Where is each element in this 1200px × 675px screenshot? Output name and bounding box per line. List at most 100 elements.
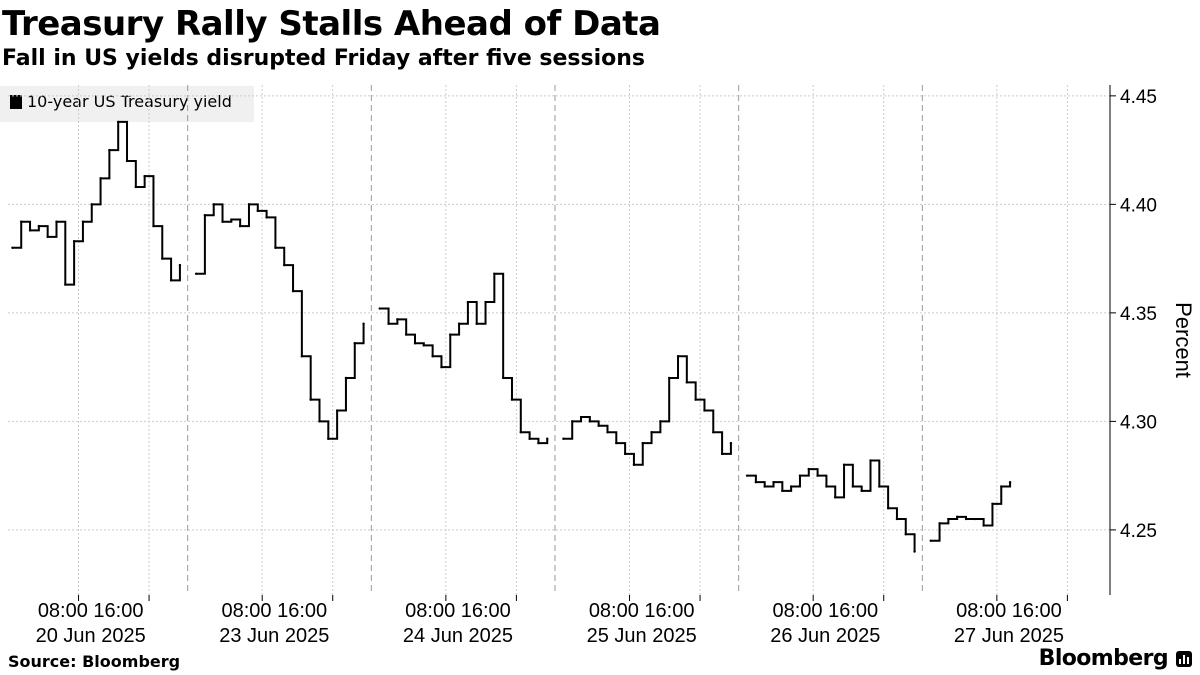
- chart-title: Treasury Rally Stalls Ahead of Data: [2, 4, 661, 44]
- data-point: [720, 452, 724, 456]
- data-point: [798, 474, 802, 477]
- data-point: [353, 342, 356, 345]
- legend: [0, 86, 254, 122]
- series-line-session: [930, 482, 1012, 542]
- data-point: [194, 272, 198, 276]
- x-date-tick-label: 27 Jun 2025: [954, 625, 1064, 647]
- data-point: [221, 220, 224, 223]
- data-point: [161, 257, 164, 260]
- data-point: [546, 437, 549, 440]
- x-date-tick-label: 20 Jun 2025: [36, 625, 146, 647]
- data-point: [537, 441, 540, 445]
- bloomberg-logo: Bloomberg: [1038, 646, 1169, 671]
- data-point: [256, 209, 259, 213]
- data-point: [327, 437, 330, 440]
- data-point: [763, 485, 766, 488]
- data-point: [842, 463, 846, 466]
- data-point: [318, 420, 321, 423]
- data-point: [982, 524, 985, 527]
- data-point: [606, 431, 609, 434]
- data-point: [178, 263, 182, 267]
- data-point: [493, 272, 496, 276]
- data-point: [588, 420, 592, 423]
- data-point: [834, 496, 837, 499]
- source-note: Source: Bloomberg: [8, 652, 181, 671]
- data-point: [457, 322, 461, 325]
- data-point: [964, 517, 968, 521]
- y-tick-label: 4.25: [1120, 521, 1157, 542]
- data-point: [143, 174, 146, 178]
- data-point: [878, 485, 881, 488]
- y-tick-label: 4.30: [1120, 412, 1157, 433]
- data-point: [913, 550, 916, 553]
- data-point: [90, 203, 93, 206]
- data-point: [938, 522, 941, 525]
- data-point: [212, 203, 215, 206]
- data-point: [703, 409, 706, 412]
- data-point: [484, 300, 487, 304]
- x-time-tick-label: 08:00 16:00: [221, 600, 327, 622]
- data-point: [300, 355, 304, 358]
- data-point: [973, 517, 977, 521]
- data-point: [816, 474, 819, 477]
- data-point: [309, 398, 312, 401]
- data-point: [108, 148, 111, 152]
- data-point: [125, 159, 129, 163]
- data-point: [668, 376, 671, 380]
- data-point: [230, 218, 233, 221]
- data-point: [344, 376, 348, 380]
- data-point: [117, 120, 120, 124]
- data-point: [37, 224, 41, 228]
- data-point: [659, 420, 662, 423]
- bloomberg-bar-chart-icon: [1176, 651, 1192, 667]
- data-point: [519, 431, 522, 434]
- data-point: [475, 322, 478, 325]
- data-point: [11, 246, 14, 249]
- data-point: [55, 220, 58, 223]
- y-tick-label: 4.40: [1120, 195, 1157, 216]
- data-point: [203, 214, 207, 217]
- data-point: [440, 365, 443, 369]
- data-point: [615, 441, 618, 445]
- x-time-tick-label: 08:00 16:00: [38, 600, 144, 622]
- data-point: [265, 216, 268, 219]
- data-point: [72, 240, 76, 243]
- data-point: [274, 246, 277, 249]
- data-point: [238, 224, 242, 228]
- x-date-tick-label: 26 Jun 2025: [770, 625, 880, 647]
- data-point: [449, 333, 452, 336]
- data-point: [886, 506, 890, 510]
- data-point: [169, 279, 173, 282]
- data-point: [291, 289, 295, 293]
- data-point: [562, 437, 565, 440]
- data-point: [422, 344, 426, 347]
- data-point: [632, 463, 636, 466]
- chart-axes: [78, 85, 1116, 601]
- data-point: [623, 452, 627, 456]
- series-line-session: [747, 459, 916, 552]
- data-point: [825, 485, 828, 488]
- data-point: [283, 263, 286, 267]
- y-axis-label: Percent: [1171, 302, 1196, 378]
- data-point: [676, 355, 680, 358]
- data-point: [571, 420, 574, 423]
- data-point: [754, 480, 758, 484]
- data-point: [955, 515, 959, 519]
- data-point: [745, 474, 749, 477]
- data-point: [387, 322, 390, 325]
- x-date-tick-label: 24 Jun 2025: [403, 625, 513, 647]
- x-time-tick-label: 08:00 16:00: [405, 600, 511, 622]
- data-point: [904, 533, 907, 536]
- chart-grid: [8, 85, 1110, 595]
- data-point: [501, 376, 505, 380]
- data-point: [929, 539, 932, 542]
- series-line-session: [196, 203, 365, 440]
- data-point: [729, 441, 733, 445]
- data-point: [247, 203, 251, 206]
- data-point: [378, 307, 381, 310]
- data-point: [404, 333, 408, 336]
- series-line-session: [563, 355, 732, 466]
- data-point: [579, 415, 583, 419]
- data-point: [99, 177, 102, 180]
